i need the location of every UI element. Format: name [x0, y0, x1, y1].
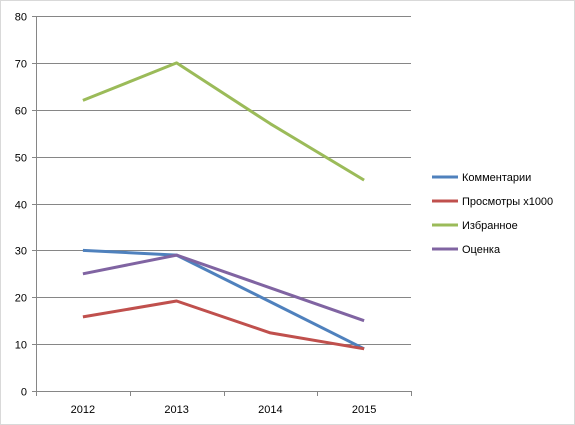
y-tick-labels: 0 10 20 30 40 50 60 70 80 [15, 12, 27, 399]
x-tick-label: 2014 [258, 404, 282, 416]
gridlines [36, 16, 411, 345]
legend-label: Оценка [462, 244, 501, 256]
legend-label: Комментарии [462, 172, 531, 184]
y-tick-label: 70 [15, 59, 27, 71]
y-tick-label: 30 [15, 246, 27, 258]
series-line [82, 299, 365, 351]
x-tick-labels: 2012 2013 2014 2015 [71, 404, 377, 416]
series-lines [82, 61, 365, 351]
legend: Комментарии Просмотры x1000 Избранное Оценк… [432, 172, 553, 256]
legend-item: Просмотры x1000 [432, 196, 553, 208]
series-line [82, 61, 365, 182]
series-line [82, 253, 365, 323]
x-tick-label: 2013 [164, 404, 188, 416]
y-tick-label: 80 [15, 12, 27, 24]
legend-item: Оценка [432, 244, 501, 256]
y-tick-label: 10 [15, 340, 27, 352]
legend-item: Комментарии [432, 172, 531, 184]
legend-label: Просмотры x1000 [462, 196, 553, 208]
y-tick-label: 0 [21, 387, 27, 399]
y-tick-label: 60 [15, 106, 27, 118]
y-tick-label: 50 [15, 153, 27, 165]
legend-item: Избранное [432, 220, 518, 232]
y-tick-label: 40 [15, 200, 27, 212]
series-line [82, 248, 365, 351]
y-tick-label: 20 [15, 293, 27, 305]
axes [32, 16, 412, 396]
x-tick-label: 2015 [352, 404, 376, 416]
legend-label: Избранное [462, 220, 518, 232]
x-tick-label: 2012 [71, 404, 95, 416]
